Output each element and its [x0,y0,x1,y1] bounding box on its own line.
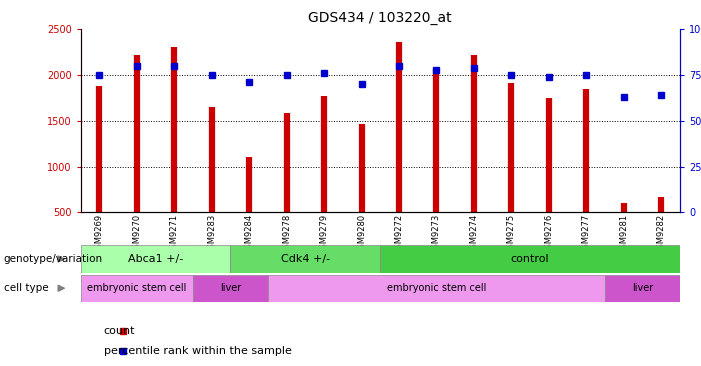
Text: Cdk4 +/-: Cdk4 +/- [281,254,330,264]
Bar [231,245,381,273]
Text: embryonic stem cell: embryonic stem cell [387,283,486,293]
Title: GDS434 / 103220_at: GDS434 / 103220_at [308,11,452,26]
Text: embryonic stem cell: embryonic stem cell [87,283,186,293]
Text: liver: liver [632,283,653,293]
Text: percentile rank within the sample: percentile rank within the sample [104,346,292,356]
Text: control: control [511,254,550,264]
Bar [193,274,268,302]
Text: Abca1 +/-: Abca1 +/- [128,254,183,264]
Text: liver: liver [220,283,241,293]
Text: genotype/variation: genotype/variation [4,254,102,264]
Text: cell type: cell type [4,283,48,293]
Text: count: count [104,326,135,336]
Bar [81,274,193,302]
Bar [81,245,231,273]
Bar [268,274,605,302]
Bar [605,274,680,302]
Bar [381,245,680,273]
